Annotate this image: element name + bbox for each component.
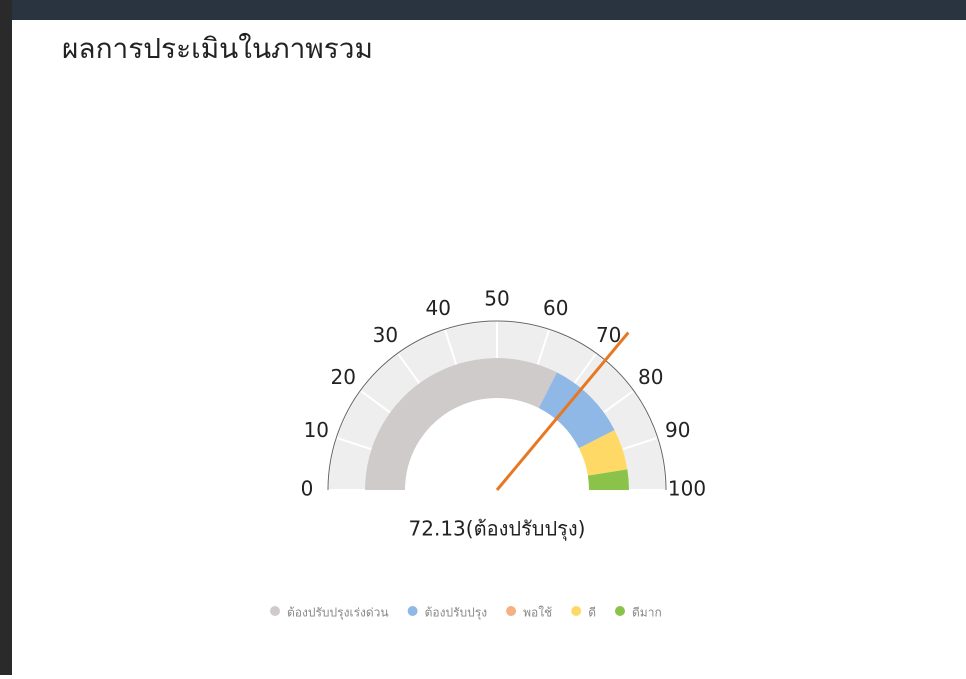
tick-label: 20 <box>331 365 356 389</box>
value-label: 72.13(ต้องปรับปรุง) <box>409 517 586 542</box>
gauge-outline <box>327 320 667 491</box>
gauge-band <box>587 469 629 490</box>
legend-label: ต้องปรับปรุง <box>425 606 487 621</box>
tick-label: 60 <box>543 296 568 320</box>
legend-marker <box>506 606 517 616</box>
tick-label: 0 <box>301 477 314 501</box>
legend-label: ดีมาก <box>632 606 662 620</box>
legend-label: ต้องปรับปรุงเร่งด่วน <box>287 606 389 621</box>
legend-marker <box>270 606 280 616</box>
tick-label: 80 <box>638 365 663 389</box>
tick-label: 40 <box>426 296 451 320</box>
needle <box>495 331 630 491</box>
gauge-band <box>365 357 557 490</box>
tick-label: 90 <box>665 418 690 442</box>
tick-label: 10 <box>304 418 329 442</box>
legend-label: ดี <box>588 606 596 620</box>
chart-title: ผลการประเมินในภาพรวม <box>62 32 373 65</box>
tick-label: 50 <box>484 287 509 311</box>
tick-label: 70 <box>596 323 621 347</box>
legend-marker <box>615 606 625 616</box>
legend-label: พอใช้ <box>523 606 552 620</box>
left-frame <box>0 0 12 675</box>
tick-label: 30 <box>373 323 398 347</box>
tick-label: 100 <box>668 477 706 501</box>
gauge-band <box>538 372 615 449</box>
gauge-track <box>329 322 665 490</box>
legend-marker <box>407 606 418 616</box>
gauge-band <box>578 430 628 476</box>
legend-marker <box>571 606 582 616</box>
top-frame <box>0 0 966 20</box>
